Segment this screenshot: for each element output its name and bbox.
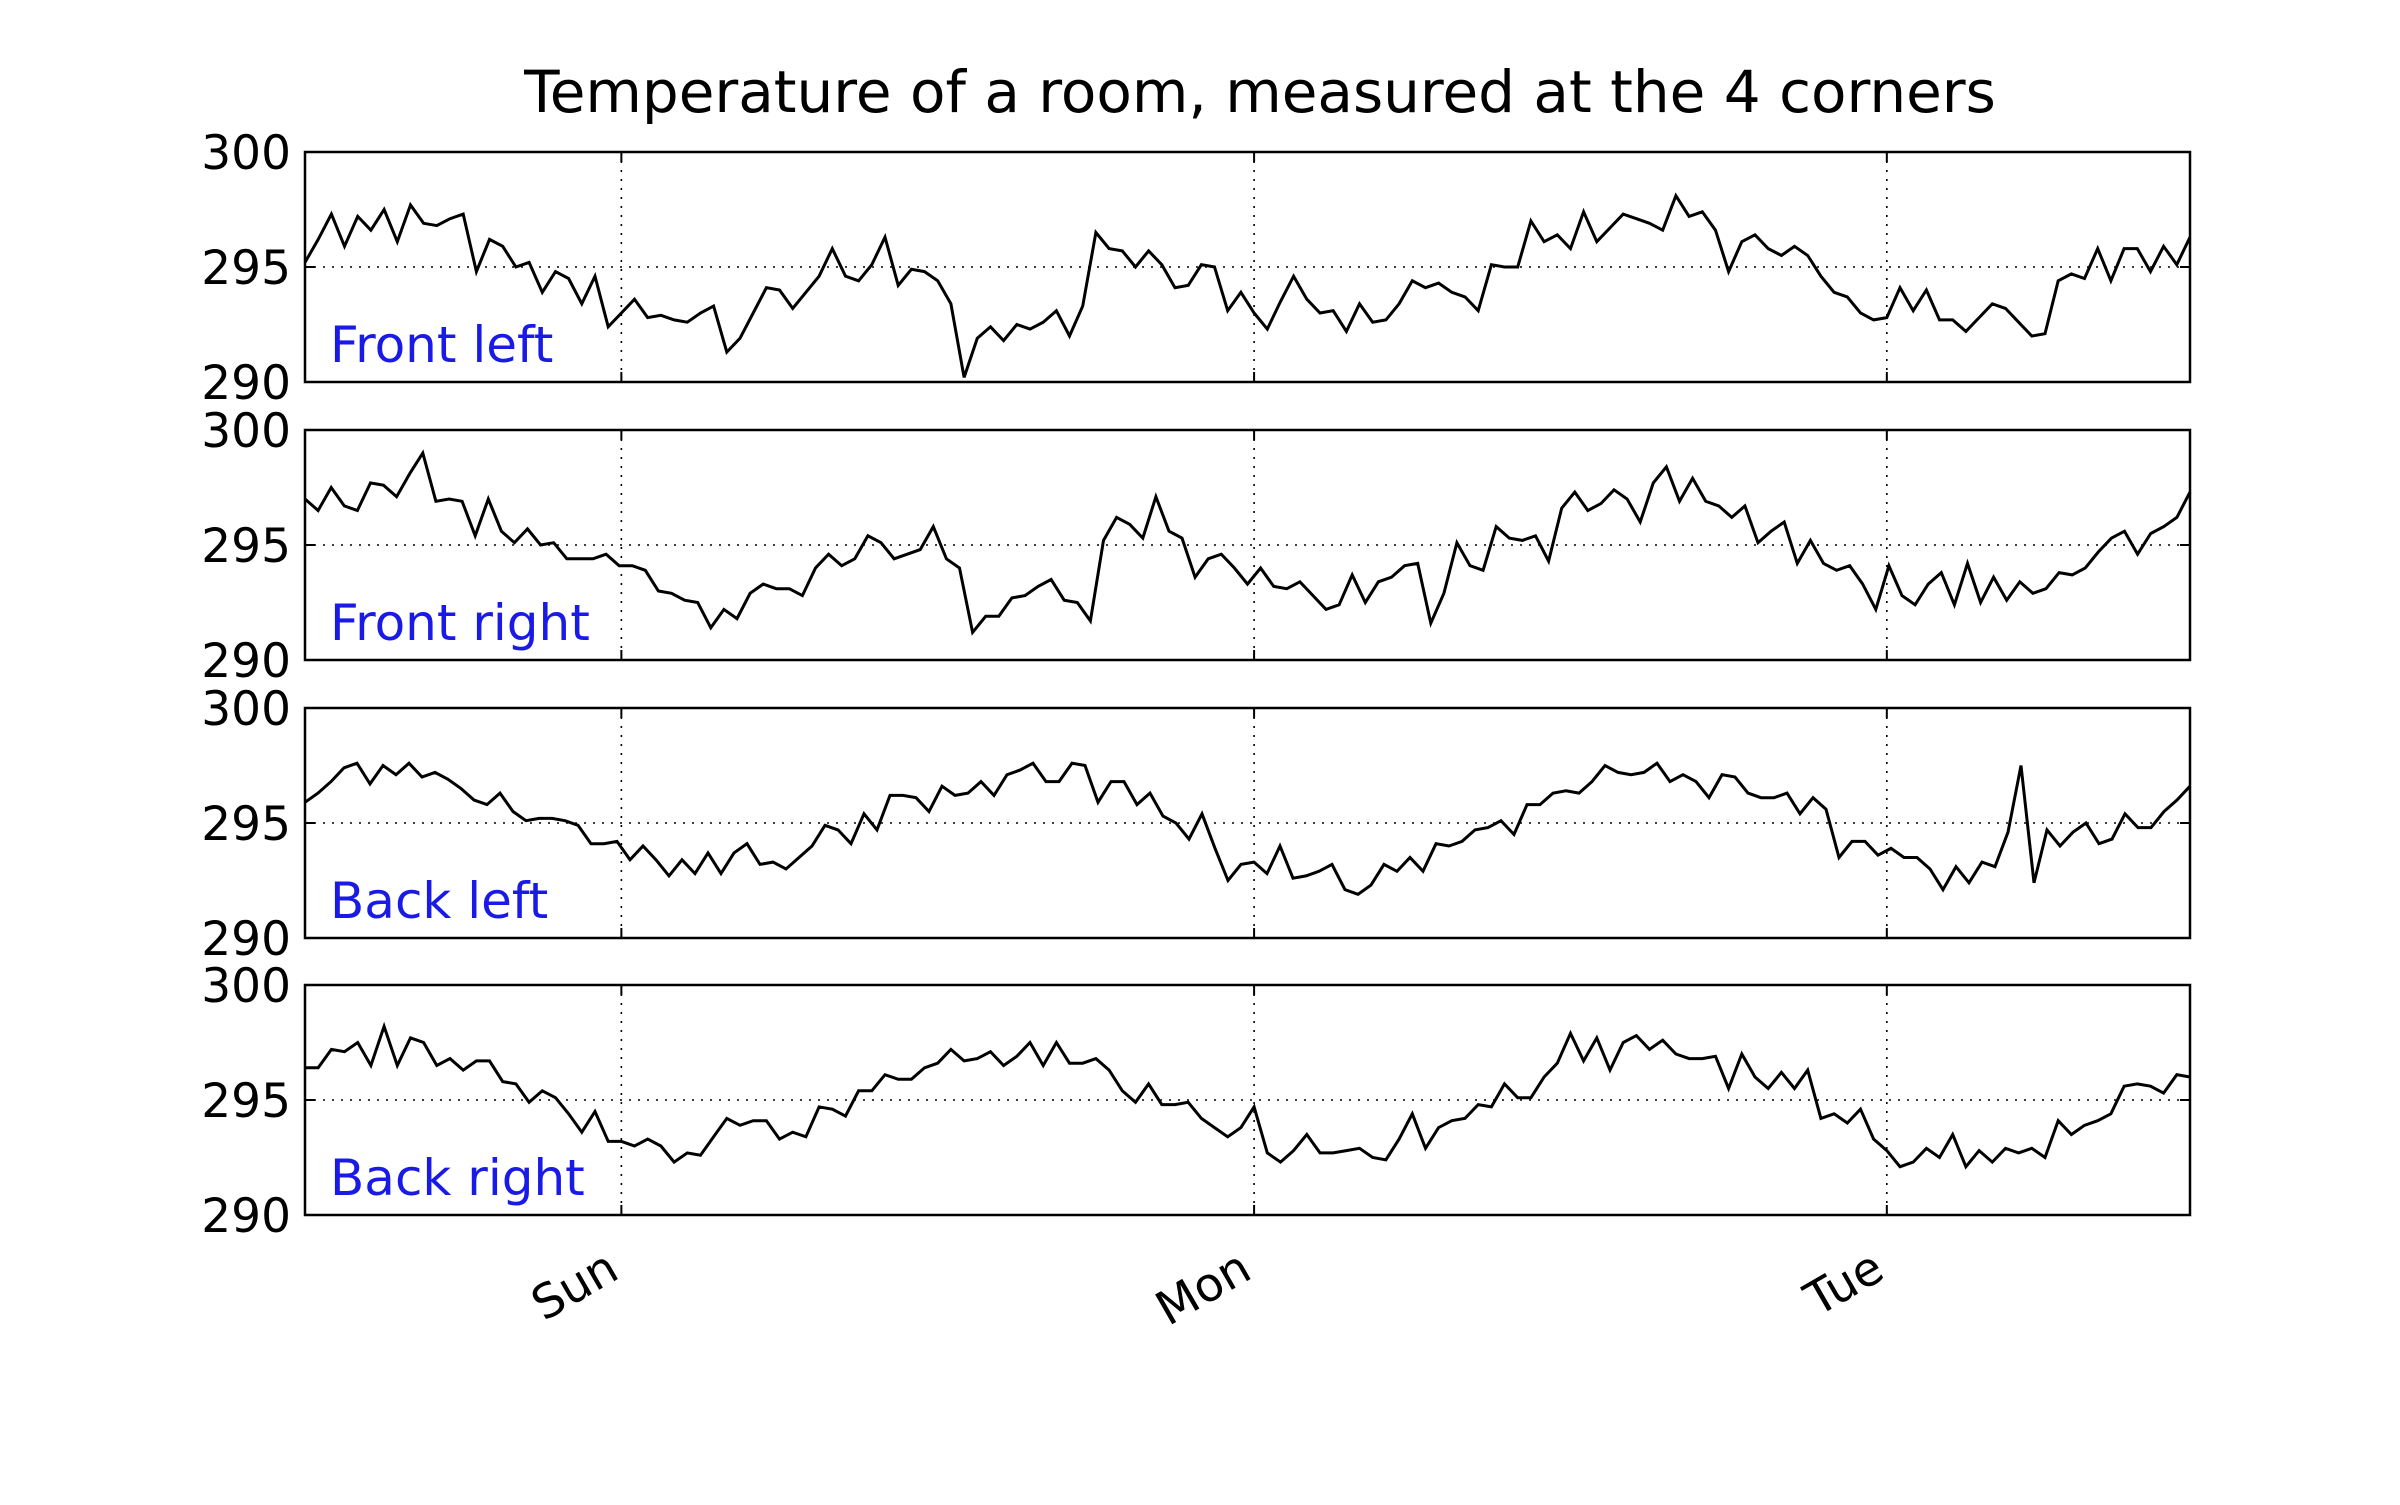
series-label: Front right: [330, 594, 590, 652]
y-tick-label: 300: [201, 682, 291, 737]
y-tick-label: 290: [201, 912, 291, 967]
y-tick-label: 295: [201, 241, 291, 296]
series-line: [304, 761, 2192, 896]
panel-front-left: 290 295 300 Front left: [201, 126, 2192, 411]
x-tick-label: Sun: [522, 1240, 627, 1332]
series-line: [303, 192, 2192, 378]
chart-title: Temperature of a room, measured at the 4…: [523, 58, 1996, 126]
series-label: Back right: [330, 1149, 585, 1207]
y-tick-label: 300: [201, 404, 291, 459]
y-tick-label: 290: [201, 634, 291, 689]
y-tick-label: 300: [201, 126, 291, 181]
y-tick-label: 300: [201, 959, 291, 1014]
y-tick-label: 295: [201, 797, 291, 852]
panel-front-right: 290 295 300 Front right: [201, 404, 2192, 689]
series-line: [304, 449, 2192, 636]
series-line: [305, 1021, 2191, 1170]
series-label: Front left: [330, 316, 553, 374]
y-tick-label: 290: [201, 356, 291, 411]
y-tick-label: 290: [201, 1189, 291, 1244]
y-tick-label: 295: [201, 1074, 291, 1129]
series-label: Back left: [330, 872, 548, 930]
panel-back-left: 290 295 300 Back left: [201, 682, 2192, 967]
x-tick-label: Tue: [1795, 1240, 1893, 1328]
y-tick-label: 295: [201, 519, 291, 574]
x-tick-label: Mon: [1147, 1240, 1260, 1337]
panel-back-right: 290 295 300 Back right: [201, 959, 2192, 1244]
